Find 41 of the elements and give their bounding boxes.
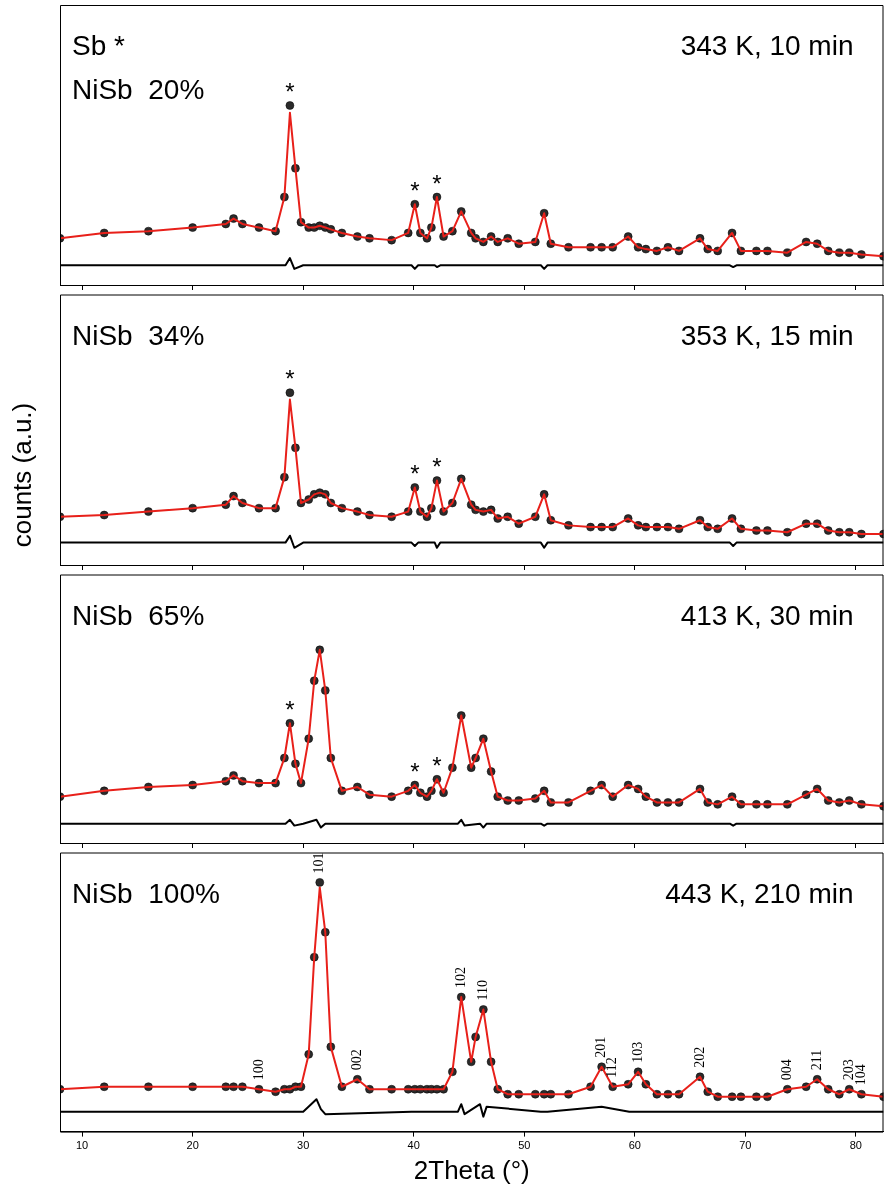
annotation: 004 [779, 1059, 794, 1081]
text: NiSb 34% [72, 319, 205, 351]
annotation: * [410, 757, 420, 785]
annotation: NiSb 100% [72, 877, 220, 909]
annotation: 443 K, 210 min [665, 877, 854, 909]
annotation: * [432, 169, 442, 197]
text: NiSb 20% [72, 74, 205, 105]
annotation: * [432, 453, 442, 481]
text: NiSb 65% [72, 599, 205, 631]
x-tick-label: 30 [297, 1139, 310, 1152]
y-axis-title: counts (a.u.) [6, 402, 38, 548]
annotation: * [285, 365, 295, 393]
annotation: 100 [250, 1059, 266, 1081]
text: Sb * [72, 30, 126, 61]
x-axis-title: 2Theta (°) [413, 1154, 530, 1185]
annotation: * [410, 176, 420, 204]
annotation: * [432, 751, 442, 779]
x-tick-label: 70 [739, 1139, 752, 1152]
annotation: 101 [311, 852, 327, 874]
annotation: 203 [840, 1059, 856, 1081]
annotation: 112 [604, 1057, 620, 1078]
x-tick-label: 10 [75, 1139, 89, 1152]
x-tick-label: 50 [518, 1139, 531, 1152]
annotation: 002 [349, 1049, 365, 1071]
x-tick-label: 40 [407, 1139, 420, 1152]
annotation: 211 [808, 1049, 824, 1071]
text: 353 K, 15 min [680, 319, 854, 351]
text: 413 K, 30 min [680, 599, 854, 631]
annotation: 104 [853, 1064, 869, 1086]
annotation: 103 [629, 1041, 645, 1063]
annotation: 202 [691, 1046, 707, 1068]
x-tick-label: 20 [186, 1139, 199, 1152]
annotation: * [285, 695, 295, 723]
annotation: * [285, 78, 295, 106]
text: 343 K, 10 min [680, 30, 854, 61]
annotation: * [410, 460, 420, 488]
x-tick-label: 60 [628, 1139, 641, 1152]
annotation: 102 [452, 967, 468, 989]
annotation: 110 [475, 980, 491, 1001]
annotation: 201 [593, 1036, 609, 1058]
x-tick-label: 80 [849, 1139, 862, 1152]
